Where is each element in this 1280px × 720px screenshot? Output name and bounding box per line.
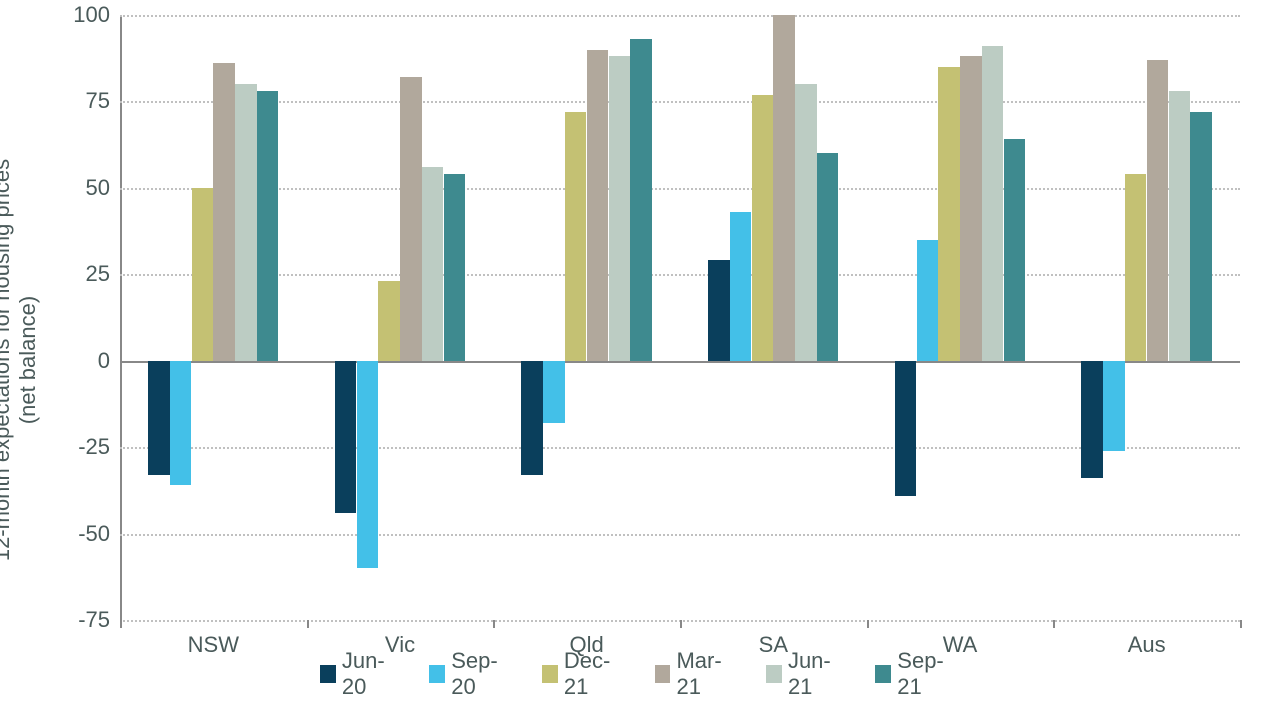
legend-item: Dec-21: [542, 648, 627, 700]
bar: [378, 281, 399, 361]
bar: [938, 67, 959, 361]
y-tick-label: 75: [86, 88, 110, 114]
bar: [630, 39, 651, 361]
legend-swatch: [875, 665, 891, 683]
grid-line: [120, 274, 1240, 276]
y-tick-label: 100: [73, 2, 110, 28]
bar: [1190, 112, 1211, 361]
legend-item: Sep-20: [429, 648, 514, 700]
bar: [708, 260, 729, 360]
legend-swatch: [320, 665, 336, 683]
grid-line: [120, 447, 1240, 449]
legend-item: Jun-21: [766, 648, 847, 700]
x-tick: [680, 620, 682, 628]
y-axis-line: [120, 15, 122, 620]
bar: [444, 174, 465, 361]
legend-label: Sep-21: [897, 648, 960, 700]
bar: [170, 361, 191, 485]
y-axis-label-line2: (net balance): [15, 296, 40, 424]
legend-swatch: [655, 665, 671, 683]
y-axis-label-line1: 12-month expectations for housing prices: [0, 159, 14, 561]
bar: [400, 77, 421, 360]
plot-area: -75-50-250255075100NSWVicQldSAWAAus: [120, 15, 1240, 620]
bar: [1169, 91, 1190, 361]
y-tick-label: -75: [78, 607, 110, 633]
y-tick-label: 50: [86, 175, 110, 201]
bar: [357, 361, 378, 568]
x-tick-label: NSW: [188, 632, 239, 658]
bar: [917, 240, 938, 361]
bar: [1125, 174, 1146, 361]
bar: [982, 46, 1003, 361]
bar: [895, 361, 916, 496]
x-tick: [307, 620, 309, 628]
bar: [817, 153, 838, 360]
x-tick: [1053, 620, 1055, 628]
bar: [1004, 139, 1025, 360]
legend-swatch: [429, 665, 445, 683]
bar: [960, 56, 981, 360]
bar: [148, 361, 169, 475]
y-tick-label: 25: [86, 261, 110, 287]
legend-label: Mar-21: [676, 648, 738, 700]
bar: [1147, 60, 1168, 361]
zero-line: [120, 361, 1240, 363]
x-tick: [1240, 620, 1242, 628]
bar: [543, 361, 564, 423]
legend-swatch: [766, 665, 782, 683]
grid-line: [120, 101, 1240, 103]
bar: [1081, 361, 1102, 479]
legend-item: Sep-21: [875, 648, 960, 700]
legend-item: Jun-20: [320, 648, 401, 700]
bar: [752, 95, 773, 361]
y-tick-label: -25: [78, 434, 110, 460]
bar: [773, 15, 794, 361]
legend-label: Jun-21: [788, 648, 847, 700]
grid-line: [120, 534, 1240, 536]
legend-swatch: [542, 665, 558, 683]
legend: Jun-20 Sep-20 Dec-21 Mar-21 Jun-21 Sep-21: [320, 648, 960, 700]
bar: [213, 63, 234, 360]
x-tick: [493, 620, 495, 628]
x-tick: [867, 620, 869, 628]
bar: [565, 112, 586, 361]
x-tick: [120, 620, 122, 628]
legend-label: Dec-21: [564, 648, 627, 700]
grid-line: [120, 15, 1240, 17]
bar: [1103, 361, 1124, 451]
bar: [609, 56, 630, 360]
bar: [730, 212, 751, 361]
bar: [521, 361, 542, 475]
legend-item: Mar-21: [655, 648, 738, 700]
bar: [235, 84, 256, 361]
grid-line: [120, 188, 1240, 190]
x-tick-label: Aus: [1128, 632, 1166, 658]
y-axis-label: 12-month expectations for housing prices…: [0, 85, 41, 635]
legend-label: Jun-20: [342, 648, 401, 700]
bar: [422, 167, 443, 361]
bar: [335, 361, 356, 513]
bar: [795, 84, 816, 361]
bar: [192, 188, 213, 361]
y-tick-label: 0: [98, 348, 110, 374]
legend-label: Sep-20: [451, 648, 514, 700]
chart-container: 12-month expectations for housing prices…: [0, 0, 1280, 720]
bar: [587, 50, 608, 361]
bar: [257, 91, 278, 361]
y-tick-label: -50: [78, 521, 110, 547]
